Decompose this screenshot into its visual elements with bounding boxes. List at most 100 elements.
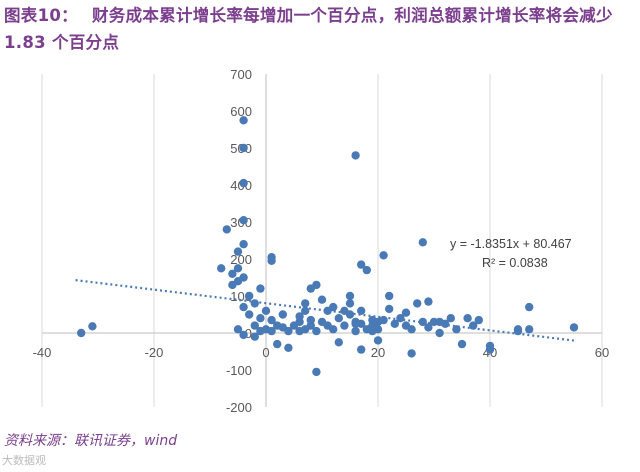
- data-point: [301, 306, 310, 315]
- data-point: [373, 336, 383, 345]
- data-point: [407, 325, 416, 334]
- data-point: [301, 299, 310, 308]
- data-point: [88, 322, 97, 331]
- figure-title-text: 财务成本累计增长率每增加一个百分点，利润总额累计增长率将会减少 1.83 个百分…: [4, 6, 613, 52]
- data-point: [239, 273, 248, 282]
- data-point: [385, 291, 394, 301]
- chart-title: 图表10： 财务成本累计增长率每增加一个百分点，利润总额累计增长率将会减少 1.8…: [4, 2, 636, 56]
- data-point: [250, 332, 259, 341]
- y-tick-label: 600: [230, 104, 252, 119]
- y-tick-label: 200: [230, 252, 252, 267]
- data-point: [250, 299, 259, 308]
- data-point: [345, 291, 355, 301]
- data-point: [278, 310, 287, 319]
- data-point: [239, 216, 248, 225]
- data-point: [469, 321, 478, 330]
- data-point: [256, 314, 265, 323]
- data-point: [284, 326, 293, 336]
- data-point: [424, 323, 433, 332]
- data-point: [385, 304, 394, 314]
- data-point: [284, 343, 293, 352]
- watermark: 大数据观: [2, 454, 46, 467]
- data-point: [233, 325, 243, 334]
- data-point: [250, 321, 259, 330]
- data-point: [239, 240, 248, 249]
- y-tick-label: 700: [230, 67, 252, 82]
- data-point: [357, 260, 366, 269]
- data-point: [267, 253, 276, 262]
- data-point: [441, 319, 450, 328]
- y-tick-label: 0: [245, 326, 252, 341]
- data-point: [222, 225, 231, 234]
- x-tick-label: -20: [145, 345, 164, 360]
- data-point: [390, 319, 399, 328]
- data-point: [435, 328, 444, 338]
- data-point: [485, 345, 495, 354]
- data-point: [513, 325, 523, 334]
- figure-number: 图表10：: [4, 6, 78, 25]
- data-point: [312, 326, 321, 336]
- y-tick-label: -200: [226, 400, 252, 415]
- data-point: [525, 325, 534, 334]
- data-point: [233, 247, 243, 256]
- data-point: [351, 151, 360, 160]
- data-point: [239, 178, 248, 188]
- data-point: [317, 295, 327, 304]
- data-point: [233, 264, 243, 273]
- data-point: [261, 306, 271, 315]
- data-point: [334, 338, 343, 347]
- data-point: [474, 315, 483, 325]
- data-point: [306, 321, 315, 330]
- data-point: [525, 302, 534, 312]
- data-point: [357, 345, 366, 354]
- data-point: [267, 315, 276, 325]
- data-point: [340, 321, 349, 330]
- data-point: [334, 314, 343, 323]
- data-point: [239, 116, 248, 125]
- trendline-r-squared: R² = 0.0838: [482, 256, 548, 270]
- data-point: [217, 264, 226, 273]
- data-point: [329, 302, 338, 312]
- data-point: [228, 269, 237, 278]
- data-point: [418, 317, 427, 327]
- data-point: [379, 251, 388, 260]
- y-tick-label: -100: [226, 363, 252, 378]
- data-point: [463, 314, 472, 323]
- data-point: [77, 328, 86, 338]
- data-point: [239, 302, 248, 312]
- data-point: [413, 299, 422, 308]
- data-point: [329, 325, 338, 334]
- data-point: [239, 143, 248, 153]
- data-point: [446, 314, 455, 323]
- data-point: [295, 317, 304, 327]
- data-point: [407, 349, 416, 358]
- scatter-chart: -200-1000100200300400500600700-40-200204…: [33, 67, 610, 415]
- data-point: [418, 238, 427, 247]
- data-point: [256, 284, 265, 293]
- data-point: [357, 306, 366, 315]
- data-point: [373, 325, 383, 334]
- data-point: [379, 315, 388, 325]
- data-point: [273, 339, 282, 349]
- x-tick-label: -40: [33, 345, 52, 360]
- data-point: [351, 326, 360, 336]
- data-point: [312, 280, 321, 290]
- data-point: [362, 265, 371, 275]
- x-tick-label: 20: [371, 345, 385, 360]
- data-point: [457, 339, 467, 349]
- data-point: [245, 310, 254, 319]
- data-point: [345, 299, 355, 308]
- data-point: [357, 319, 366, 328]
- data-point: [401, 308, 411, 317]
- data-point: [424, 297, 433, 306]
- x-tick-label: 0: [262, 345, 269, 360]
- x-tick-label: 60: [595, 345, 609, 360]
- trendline: [75, 279, 575, 342]
- trendline-equation: y = -1.8351x + 80.467: [450, 237, 572, 251]
- data-point: [245, 291, 254, 301]
- data-point: [312, 367, 321, 377]
- data-point: [239, 330, 248, 340]
- data-point: [569, 323, 579, 332]
- data-point: [267, 326, 276, 336]
- source-note: 资料来源：联讯证券，wind: [4, 433, 178, 449]
